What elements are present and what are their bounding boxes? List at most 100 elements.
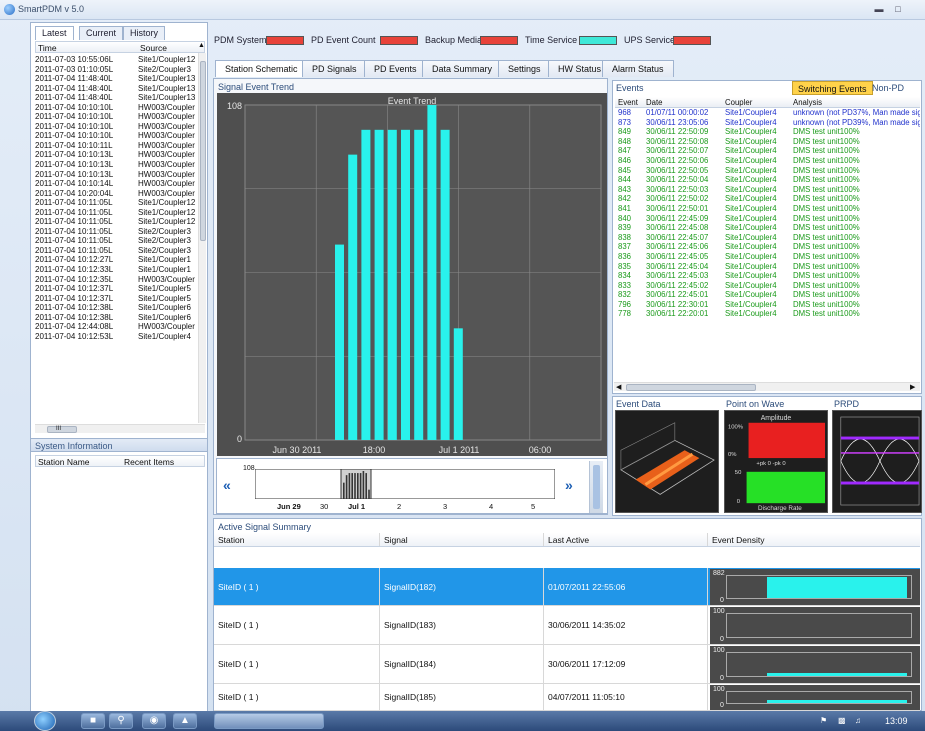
history-row[interactable]: 2011-07-04 10:10:10L HW003/Coupler [35,103,197,113]
event-row[interactable]: 796 30/06/11 22:30:01 Site1/Coupler4 DMS te… [615,300,920,310]
navigator-sparkline[interactable] [255,469,555,499]
column-header-station[interactable]: Station [214,533,380,546]
tab-non-pd-events[interactable]: Non-PD Events [872,83,905,107]
tab-alarm-status[interactable]: Alarm Status [602,60,674,77]
event-row[interactable]: 837 30/06/11 22:45:06 Site1/Coupler4 DMS te… [615,242,920,252]
history-row[interactable]: 2011-07-04 10:11:05L Site1/Coupler12 [35,198,197,208]
history-row[interactable]: 2011-07-04 10:10:14L HW003/Coupler [35,179,197,189]
tab-settings[interactable]: Settings [498,60,551,77]
history-row[interactable]: 2011-07-04 11:48:40L Site1/Coupler13 [35,84,197,94]
tab-latest[interactable]: Latest [35,26,74,40]
summary-row[interactable]: SiteID ( 1 ) SignalID(183) 30/06/2011 14:3… [214,606,920,645]
summary-row[interactable]: SiteID ( 1 ) SignalID(185) 04/07/2011 11:0… [214,684,920,711]
event-row[interactable]: 968 01/07/11 00:00:02 Site1/Coupler4 unknow… [615,108,920,118]
network-icon[interactable]: ◉ [142,713,166,729]
summary-row[interactable]: SiteID ( 1 ) SignalID(182) 01/07/2011 22:5… [214,568,920,606]
event-row[interactable]: 840 30/06/11 22:45:09 Site1/Coupler4 DMS te… [615,214,920,224]
event-row[interactable]: 848 30/06/11 22:50:08 Site1/Coupler4 DMS te… [615,137,920,147]
tab-data-summary[interactable]: Data Summary [422,60,503,77]
event-row[interactable]: 845 30/06/11 22:50:05 Site1/Coupler4 DMS te… [615,166,920,176]
history-row[interactable]: 2011-07-04 10:12:37L Site1/Coupler5 [35,294,197,304]
scroll-thumb[interactable] [200,61,206,241]
history-row[interactable]: 2011-07-03 10:55:06L Site1/Coupler12 [35,55,197,65]
event-row[interactable]: 836 30/06/11 22:45:05 Site1/Coupler4 DMS te… [615,252,920,262]
history-row[interactable]: 2011-07-04 10:12:38L Site1/Coupler6 [35,313,197,323]
history-horizontal-scrollbar[interactable]: III [35,424,205,433]
history-row[interactable]: 2011-07-04 11:48:40L Site1/Coupler13 [35,74,197,84]
search-icon[interactable]: ⚲ [109,713,133,729]
tray-volume-icon[interactable]: ♫ [855,716,861,725]
column-header-date[interactable]: Date [646,98,663,107]
event-row[interactable]: 838 30/06/11 22:45:07 Site1/Coupler4 DMS te… [615,233,920,243]
event-row[interactable]: 842 30/06/11 22:50:02 Site1/Coupler4 DMS te… [615,194,920,204]
event-row[interactable]: 841 30/06/11 22:50:01 Site1/Coupler4 DMS te… [615,204,920,214]
start-button[interactable] [34,711,56,731]
history-row[interactable]: 2011-07-04 10:11:05L Site2/Coupler3 [35,246,197,256]
history-row[interactable]: 2011-07-04 11:48:40L Site1/Coupler13 [35,93,197,103]
history-row[interactable]: 2011-07-04 10:12:38L Site1/Coupler6 [35,303,197,313]
history-row[interactable]: 2011-07-04 10:10:10L HW003/Coupler [35,131,197,141]
column-header-event[interactable]: Event [618,98,638,107]
column-header-coupler[interactable]: Coupler [725,98,753,107]
taskbar-clock[interactable]: 13:09 [885,716,908,726]
history-row[interactable]: 2011-07-04 10:11:05L Site2/Coupler3 [35,236,197,246]
history-row[interactable]: 2011-07-04 10:12:37L Site1/Coupler5 [35,284,197,294]
event-row[interactable]: 835 30/06/11 22:45:04 Site1/Coupler4 DMS te… [615,262,920,272]
history-row[interactable]: 2011-07-04 10:12:53L Site1/Coupler4 [35,332,197,342]
scroll-left-icon[interactable]: ◀ [616,384,622,391]
event-row[interactable]: 843 30/06/11 22:50:03 Site1/Coupler4 DMS te… [615,185,920,195]
scroll-thumb[interactable]: III [47,426,77,433]
navigator-scrollbar[interactable] [589,461,603,513]
column-header-event-density[interactable]: Event Density [712,534,765,545]
history-row[interactable]: 2011-07-04 10:11:05L Site2/Coupler3 [35,227,197,237]
event-trend-chart[interactable]: Event Trend 108 0 Jun 30 2011 18:00 Jul … [217,93,607,456]
scroll-right-icon[interactable]: ▶ [910,384,916,391]
history-row[interactable]: 2011-07-04 10:10:13L HW003/Coupler [35,150,197,160]
scroll-right-button[interactable]: » [565,477,573,493]
scroll-thumb[interactable] [593,465,600,509]
tab-station-schematic[interactable]: Station Schematic [215,60,308,77]
tab-pd-signals[interactable]: PD Signals [302,60,367,77]
history-row[interactable]: 2011-07-04 10:12:33L Site1/Coupler1 [35,265,197,275]
column-header-source[interactable]: Source [140,43,167,53]
event-row[interactable]: 778 30/06/11 22:20:01 Site1/Coupler4 DMS te… [615,309,920,319]
summary-row[interactable]: SiteID ( 1 ) SignalID(184) 30/06/2011 17:1… [214,645,920,684]
events-horizontal-scrollbar[interactable]: ◀ ▶ [614,382,920,391]
tab-history[interactable]: History [123,26,166,40]
smartpdm-taskbar-button[interactable] [214,713,324,729]
column-header-analysis[interactable]: Analysis [793,98,823,107]
event-data-3d-plot[interactable] [615,410,719,513]
restore-icon[interactable]: □ [895,4,901,14]
history-row[interactable]: 2011-07-04 10:10:10L HW003/Coupler [35,122,197,132]
app-icon[interactable]: ▲ [173,713,197,729]
history-row[interactable]: 2011-07-04 12:44:08L HW003/Coupler [35,322,197,332]
tab-current[interactable]: Current [79,26,124,40]
history-row[interactable]: 2011-07-04 10:10:11L HW003/Coupler [35,141,197,151]
event-row[interactable]: 844 30/06/11 22:50:04 Site1/Coupler4 DMS te… [615,175,920,185]
scroll-left-button[interactable]: « [223,477,231,493]
event-row[interactable]: 846 30/06/11 22:50:06 Site1/Coupler4 DMS te… [615,156,920,166]
tray-flag-icon[interactable]: ⚑ [820,716,828,725]
column-header-time[interactable]: Time [38,43,57,53]
prpd-plot[interactable] [832,410,922,513]
scroll-thumb[interactable] [626,384,756,391]
history-row[interactable]: 2011-07-04 10:12:27L Site1/Coupler1 [35,255,197,265]
minimize-icon[interactable]: ▬ [874,4,884,14]
history-row[interactable]: 2011-07-04 10:12:35L HW003/Coupler [35,275,197,285]
tray-network-icon[interactable]: ▩ [838,716,846,725]
history-row[interactable]: 2011-07-04 10:11:05L Site1/Coupler12 [35,217,197,227]
column-header-station-name[interactable]: Station Name [38,457,90,467]
history-row[interactable]: 2011-07-04 10:10:13L HW003/Coupler [35,170,197,180]
point-on-wave-plot[interactable]: Amplitude 100% 0% +pk 0 -pk 0 50 0 Disch… [724,410,828,513]
tab-pd-events[interactable]: PD Events [364,60,427,77]
history-row[interactable]: 2011-07-04 10:20:04L HW003/Coupler [35,189,197,199]
column-header-last-active[interactable]: Last Active [544,533,708,546]
column-header-recent-items[interactable]: Recent Items [124,457,175,467]
event-row[interactable]: 832 30/06/11 22:45:01 Site1/Coupler4 DMS te… [615,290,920,300]
event-row[interactable]: 847 30/06/11 22:50:07 Site1/Coupler4 DMS te… [615,146,920,156]
history-row[interactable]: 2011-07-04 10:10:13L HW003/Coupler [35,160,197,170]
event-row[interactable]: 873 30/06/11 23:05:06 Site1/Coupler4 unknow… [615,118,920,128]
history-vertical-scrollbar[interactable] [198,53,206,423]
event-row[interactable]: 839 30/06/11 22:45:08 Site1/Coupler4 DMS te… [615,223,920,233]
history-row[interactable]: 2011-07-04 10:11:05L Site1/Coupler12 [35,208,197,218]
